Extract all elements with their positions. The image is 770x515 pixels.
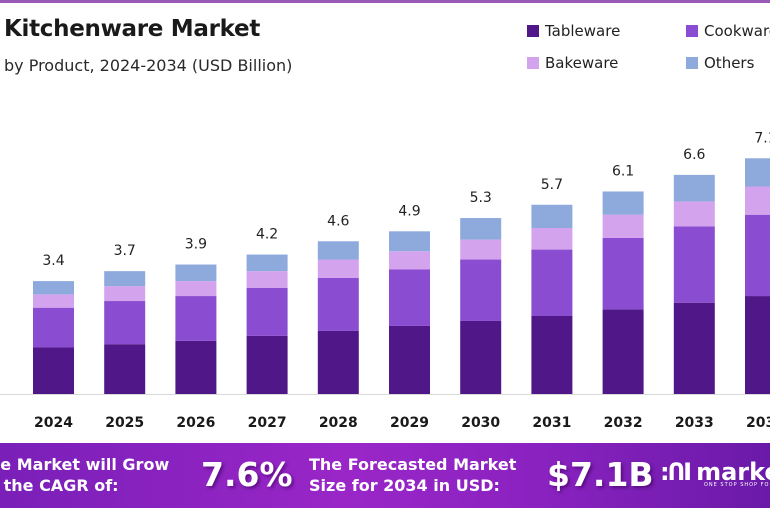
chart-subtitle: by Product, 2024-2034 (USD Billion) (4, 56, 293, 75)
total-label-2033: 6.6 (683, 147, 705, 163)
bar-segment-others-2028 (317, 241, 359, 260)
bar-segment-cookware-2028 (317, 277, 359, 331)
x-tick-label-2034: 2034 (746, 415, 770, 431)
total-label-2025: 3.7 (114, 243, 136, 259)
bar-segment-others-2025 (104, 271, 146, 287)
cagr-caption: The Market will Grow At the CAGR of: (0, 455, 170, 495)
total-label-2026: 3.9 (185, 237, 207, 253)
cagr-value: 7.6% (201, 455, 293, 494)
x-tick-label-2024: 2024 (34, 415, 73, 431)
x-tick-label-2026: 2026 (176, 415, 215, 431)
bar-segment-cookware-2032 (602, 237, 644, 310)
bar-segment-others-2024 (33, 281, 74, 295)
x-tick-label-2028: 2028 (319, 415, 358, 431)
bar-segment-bakeware-2028 (317, 259, 359, 278)
bar-segment-others-2032 (602, 191, 644, 215)
total-label-2027: 4.2 (256, 227, 278, 243)
legend-item-tableware: Tableware (527, 22, 620, 40)
legend-item-others: Others (686, 54, 754, 72)
bar-segment-tableware-2034 (745, 296, 770, 394)
total-label-2030: 5.3 (470, 190, 492, 206)
bar-segment-bakeware-2031 (531, 228, 573, 250)
legend-label-others: Others (704, 54, 755, 72)
bar-segment-cookware-2033 (673, 226, 715, 303)
total-label-2029: 4.9 (398, 203, 420, 219)
bar-segment-tableware-2028 (317, 330, 359, 394)
bar-segment-cookware-2029 (389, 269, 430, 326)
bar-segment-tableware-2026 (175, 340, 217, 394)
bar-segment-others-2029 (389, 231, 430, 252)
bar-segment-others-2034 (745, 158, 770, 187)
bar-segment-bakeware-2026 (175, 281, 217, 297)
bar-segment-tableware-2025 (104, 344, 146, 394)
labels-group: 3.4 2024 3.7 2025 3.9 2026 4.2 2027 4.6 2028 4.9 20… (34, 130, 770, 431)
x-tick-label-2029: 2029 (390, 415, 429, 431)
bar-segment-bakeware-2024 (33, 294, 74, 308)
x-tick-label-2025: 2025 (105, 415, 144, 431)
bar-segment-cookware-2030 (460, 259, 502, 321)
bar-segment-cookware-2031 (531, 249, 573, 316)
bar-segment-tableware-2027 (246, 335, 288, 394)
bar-segment-tableware-2029 (389, 325, 430, 394)
bar-segment-tableware-2024 (33, 347, 74, 394)
legend-label-tableware: Tableware (545, 22, 621, 40)
legend-label-bakeware: Bakeware (545, 54, 619, 72)
bar-segment-bakeware-2027 (246, 271, 288, 288)
total-label-2031: 5.7 (541, 177, 563, 193)
bar-segment-others-2026 (175, 264, 217, 282)
logo-mark-icon: :ՈI (660, 458, 692, 486)
stacked-bar-chart: 3.4 2024 3.7 2025 3.9 2026 4.2 2027 4.6 2028 4.9 20… (0, 130, 770, 431)
forecast-caption: The Forecasted Market Size for 2034 in U… (309, 455, 517, 495)
legend: Tableware Cookware Bakeware Others (527, 22, 770, 82)
bars-group (33, 158, 770, 394)
bar-segment-tableware-2030 (460, 320, 502, 394)
bar-segment-cookware-2025 (104, 301, 146, 345)
x-tick-label-2030: 2030 (461, 415, 500, 431)
bar-segment-cookware-2026 (175, 296, 217, 341)
bar-segment-tableware-2031 (531, 315, 573, 394)
x-tick-label-2031: 2031 (532, 415, 571, 431)
bar-segment-cookware-2034 (745, 214, 770, 297)
bar-segment-others-2031 (531, 204, 573, 228)
logo-tagline: ONE STOP SHOP FOR THE REPORTS (704, 482, 770, 488)
brand-logo: :ՈI market.us ONE STOP SHOP FOR THE REPO… (660, 458, 770, 488)
total-label-2032: 6.1 (612, 163, 634, 179)
x-tick-label-2032: 2032 (604, 415, 643, 431)
forecast-value: $7.1B (547, 455, 654, 494)
legend-swatch-cookware (686, 25, 698, 37)
chart-title: Kitchenware Market (4, 16, 261, 42)
bar-segment-bakeware-2025 (104, 286, 146, 302)
legend-label-cookware: Cookware (704, 22, 770, 40)
legend-item-bakeware: Bakeware (527, 54, 618, 72)
legend-item-cookware: Cookware (686, 22, 770, 40)
bar-segment-others-2030 (460, 218, 502, 240)
logo-wordmark: market.us (696, 458, 770, 486)
bar-segment-cookware-2024 (33, 307, 74, 348)
bar-segment-others-2027 (246, 254, 288, 272)
bar-segment-bakeware-2030 (460, 239, 502, 260)
bar-segment-bakeware-2029 (389, 251, 430, 270)
bar-segment-others-2033 (673, 174, 715, 202)
bar-segment-tableware-2032 (602, 309, 644, 394)
summary-banner: The Market will Grow At the CAGR of: 7.6… (0, 443, 770, 508)
bar-segment-cookware-2027 (246, 287, 288, 336)
legend-swatch-others (686, 57, 698, 69)
total-label-2034: 7.1 (754, 130, 770, 146)
x-tick-label-2033: 2033 (675, 415, 714, 431)
total-label-2028: 4.6 (327, 213, 349, 229)
legend-swatch-bakeware (527, 57, 539, 69)
legend-swatch-tableware (527, 25, 539, 37)
x-tick-label-2027: 2027 (248, 415, 287, 431)
bar-segment-bakeware-2032 (602, 214, 644, 238)
top-accent-rule (0, 0, 770, 3)
bar-segment-bakeware-2034 (745, 186, 770, 215)
total-label-2024: 3.4 (42, 253, 64, 269)
bar-segment-tableware-2033 (673, 302, 715, 394)
bar-segment-bakeware-2033 (673, 201, 715, 227)
